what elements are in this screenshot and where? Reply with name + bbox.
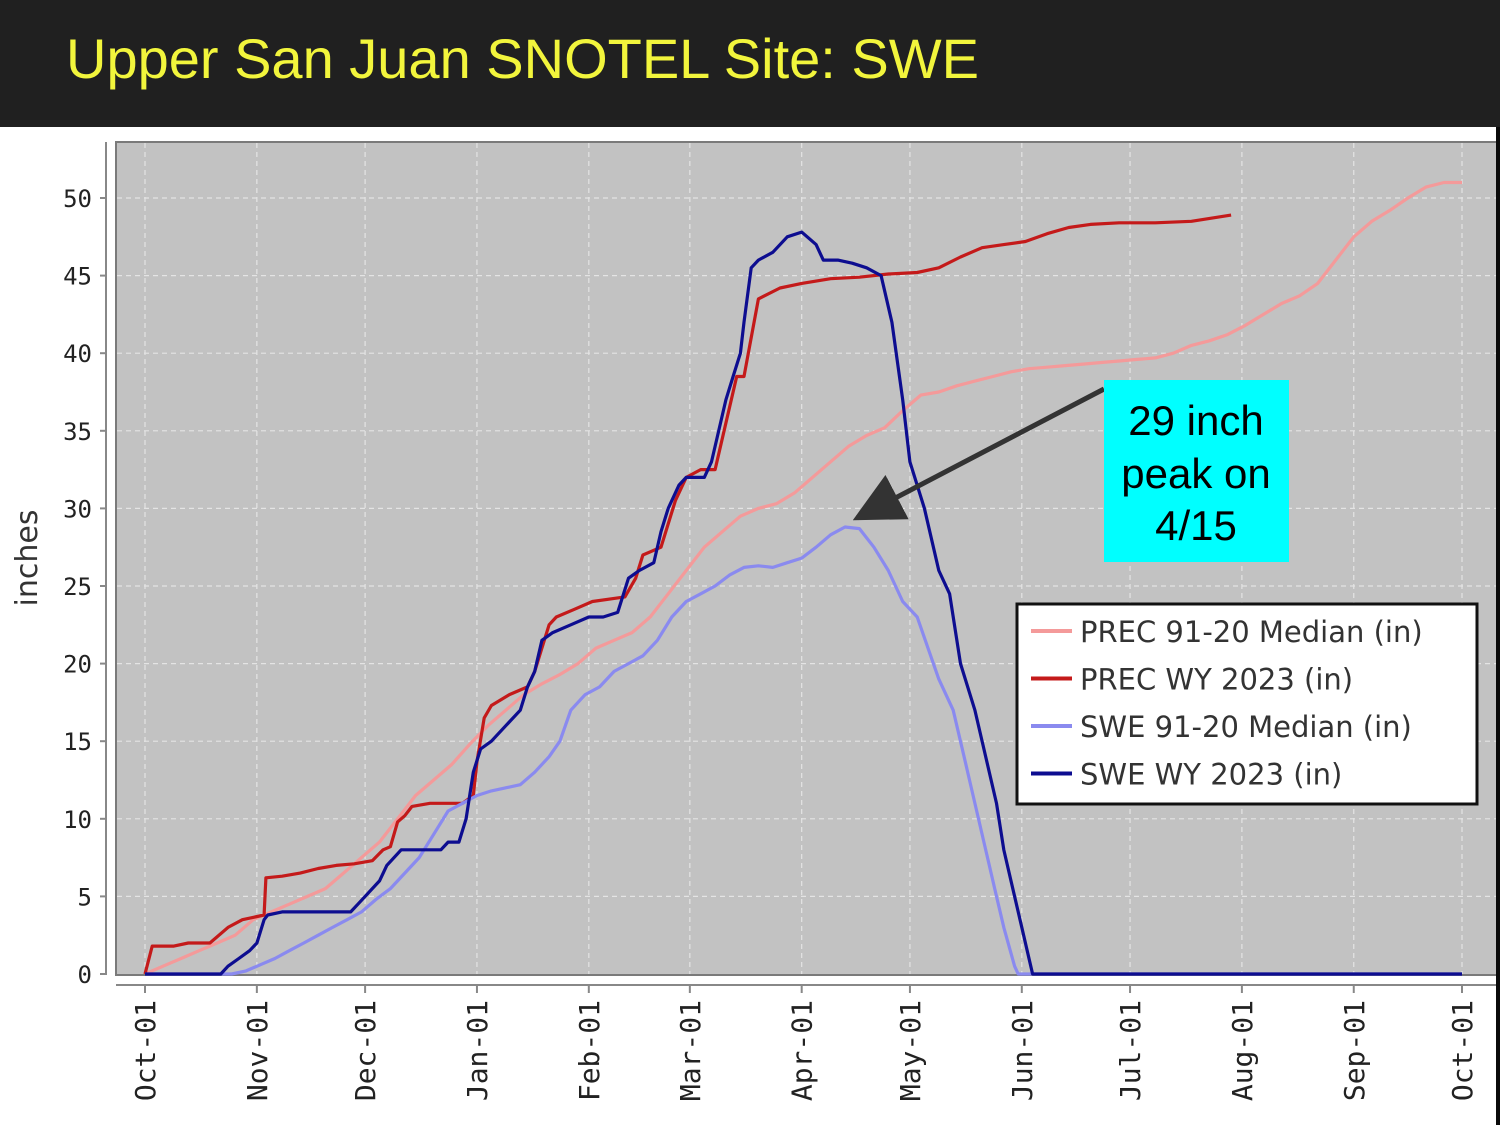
y-tick-label: 15 — [63, 728, 92, 756]
series-line-4 — [145, 230, 1462, 976]
swe-chart: 0 5 10 15 20 25 30 35 40 45 50 Oct-01 Nov-01 Dec-01 J… — [10, 141, 1496, 1101]
title-bar: Upper San Juan SNOTEL Site: SWE — [0, 0, 1500, 127]
x-tick-label: Aug-01 — [1226, 1000, 1259, 1101]
chart-panel: 0 5 10 15 20 25 30 35 40 45 50 Oct-01 Nov-01 Dec-01 J… — [0, 127, 1496, 1125]
x-axis-ticks: Oct-01 Nov-01 Dec-01 Jan-01 Feb-01 Mar-01 Apr-… — [129, 985, 1479, 1101]
x-tick-label: Jan-01 — [461, 1000, 494, 1101]
y-tick-label: 35 — [63, 418, 92, 446]
x-tick-label: Feb-01 — [573, 1000, 606, 1101]
annotation-line-2: peak on — [1121, 450, 1270, 497]
x-tick-label: Mar-01 — [674, 1000, 707, 1101]
y-tick-label: 25 — [63, 573, 92, 601]
x-tick-label: Oct-01 — [129, 1000, 162, 1101]
y-axis-label: inches — [10, 510, 45, 607]
series-layer — [143, 180, 1462, 976]
x-tick-label: Dec-01 — [349, 1000, 382, 1101]
annotation-box — [1104, 380, 1289, 562]
x-tick-label: Oct-01 — [1446, 1000, 1479, 1101]
x-tick-label: Jun-01 — [1006, 1000, 1039, 1101]
slide-title: Upper San Juan SNOTEL Site: SWE — [66, 27, 979, 90]
x-tick-label: Jul-01 — [1114, 1000, 1147, 1101]
legend-label-4: SWE WY 2023 (in) — [1080, 758, 1342, 792]
legend-label-1: PREC 91-20 Median (in) — [1080, 615, 1423, 649]
y-tick-label: 20 — [63, 651, 92, 679]
x-tick-label: Nov-01 — [241, 1000, 274, 1101]
y-tick-label: 40 — [63, 340, 92, 368]
x-tick-label: May-01 — [894, 1000, 927, 1101]
series-line-1 — [144, 180, 1462, 976]
series-line-3 — [145, 525, 1462, 976]
y-axis-ticks: 0 5 10 15 20 25 30 35 40 45 50 — [63, 185, 106, 989]
y-tick-label: 5 — [78, 883, 92, 911]
annotation-line-3: 4/15 — [1155, 502, 1237, 549]
legend-box — [1015, 602, 1479, 806]
y-tick-label: 30 — [63, 495, 92, 523]
series-line-2 — [143, 213, 1232, 975]
annotation-arrow — [852, 386, 1106, 521]
y-tick-label: 10 — [63, 806, 92, 834]
annotation-line-1: 29 inch — [1128, 397, 1263, 444]
legend-label-2: PREC WY 2023 (in) — [1080, 663, 1353, 697]
x-tick-label: Sep-01 — [1338, 1000, 1371, 1101]
annotation: 29 inch peak on 4/15 — [852, 380, 1289, 562]
y-tick-label: 45 — [63, 263, 92, 291]
x-tick-label: Apr-01 — [786, 1000, 819, 1101]
y-tick-label: 50 — [63, 185, 92, 213]
legend-label-3: SWE 91-20 Median (in) — [1080, 710, 1412, 744]
y-tick-label: 0 — [78, 961, 92, 989]
legend: PREC 91-20 Median (in) PREC WY 2023 (in) S… — [1015, 602, 1479, 806]
